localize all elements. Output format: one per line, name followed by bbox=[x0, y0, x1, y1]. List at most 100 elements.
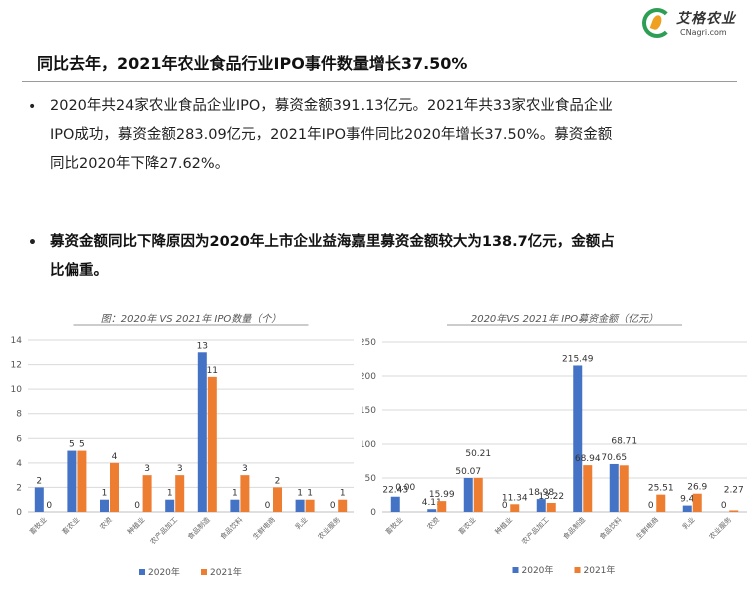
data-label: 13 bbox=[197, 341, 208, 351]
brand-logo: 艾格农业 CNagri.com bbox=[642, 8, 742, 42]
data-label: 1 bbox=[307, 489, 313, 499]
data-label: 0 bbox=[330, 501, 336, 511]
bar-2021 bbox=[510, 504, 520, 512]
x-tick-label: 乳业 bbox=[293, 515, 309, 531]
data-label: 2.27 bbox=[724, 485, 744, 495]
data-label: 1 bbox=[297, 489, 303, 499]
paragraph-1-line-3: 同比2020年下降27.62%。 bbox=[50, 156, 230, 172]
bar-2021 bbox=[273, 487, 282, 512]
x-tick-label: 生鲜电商 bbox=[251, 515, 277, 541]
data-label: 0 bbox=[648, 501, 654, 511]
bar-2020 bbox=[573, 365, 583, 512]
data-label: 68.71 bbox=[611, 436, 637, 446]
data-label: 9.4 bbox=[680, 495, 695, 505]
bar-2020 bbox=[197, 352, 207, 512]
x-tick-label: 食品制造 bbox=[561, 515, 587, 541]
bar-2020 bbox=[390, 496, 400, 512]
paragraph-1-line-2: IPO成功，募资金额283.09亿元，2021年IPO事件同比2020年增长37… bbox=[50, 127, 613, 143]
data-label: 18.98 bbox=[528, 488, 554, 498]
x-tick-label: 农资 bbox=[425, 515, 441, 531]
x-tick-label: 种植业 bbox=[493, 515, 514, 536]
paragraph-2-line-2: 比偏重。 bbox=[50, 263, 108, 279]
x-tick-label: 食品饮料 bbox=[598, 515, 624, 541]
x-tick-label: 畜牧业 bbox=[28, 515, 49, 536]
bar-2020 bbox=[427, 509, 437, 512]
paragraph-2-line-1: 募资金额同比下降原因为2020年上市企业益海嘉里募资金额较大为138.7亿元，金… bbox=[50, 234, 615, 250]
y-tick-label: 4 bbox=[16, 459, 22, 469]
y-tick-label: 0 bbox=[370, 508, 376, 518]
bar-2020 bbox=[295, 499, 305, 512]
data-label: 0.00 bbox=[395, 483, 415, 493]
bar-2020 bbox=[34, 487, 44, 512]
bullet-2: • bbox=[28, 235, 37, 251]
data-label: 70.65 bbox=[601, 453, 627, 463]
y-tick-label: 200 bbox=[362, 372, 376, 382]
x-tick-label: 农业服务 bbox=[707, 515, 733, 541]
y-tick-label: 150 bbox=[362, 406, 376, 416]
logo-icon bbox=[642, 8, 672, 38]
bar-2021 bbox=[692, 493, 702, 512]
bar-2020 bbox=[67, 450, 77, 512]
bar-2020 bbox=[609, 463, 619, 512]
y-tick-label: 6 bbox=[16, 434, 22, 444]
bar-2020 bbox=[100, 499, 109, 512]
ipo-amount-chart: 2020年VS 2021年 IPO募资金额（亿元） 0 50 100 150 200 250… bbox=[362, 313, 747, 576]
data-label: 0 bbox=[46, 501, 52, 511]
data-label: 3 bbox=[144, 464, 150, 474]
legend-swatch-2020 bbox=[512, 567, 519, 573]
bar-2020 bbox=[463, 477, 473, 512]
y-tick-label: 2 bbox=[16, 483, 22, 493]
data-label: 1 bbox=[232, 489, 238, 499]
data-label: 2 bbox=[275, 476, 281, 486]
bar-2020 bbox=[230, 499, 240, 512]
data-label: 0 bbox=[134, 501, 140, 511]
x-tick-label: 乳业 bbox=[680, 515, 696, 531]
bar-2020 bbox=[682, 505, 692, 512]
data-label: 25.51 bbox=[648, 484, 674, 494]
x-tick-label: 农资 bbox=[98, 515, 114, 531]
bar-2021 bbox=[619, 465, 629, 512]
legend-swatch-2021 bbox=[201, 569, 207, 575]
bar-2021 bbox=[338, 499, 348, 512]
data-label: 68.94 bbox=[575, 454, 601, 464]
legend-swatch-2020 bbox=[139, 569, 145, 575]
paragraph-1-line-1: 2020年共24家农业食品企业IPO，募资金额391.13亿元。2021年共33… bbox=[50, 98, 613, 114]
bar-2020 bbox=[536, 499, 546, 512]
x-tick-label: 畜农业 bbox=[60, 515, 81, 536]
data-label: 50.21 bbox=[465, 449, 491, 459]
data-label: 13.22 bbox=[538, 492, 564, 502]
y-tick-label: 14 bbox=[11, 336, 23, 346]
data-label: 50.07 bbox=[455, 467, 481, 477]
bar-2021 bbox=[240, 475, 250, 512]
y-tick-label: 10 bbox=[11, 385, 23, 395]
bar-2021 bbox=[110, 462, 119, 512]
bar-2021 bbox=[437, 501, 447, 512]
bar-2021 bbox=[207, 376, 217, 512]
x-tick-label: 畜牧业 bbox=[383, 515, 404, 536]
bar-2021 bbox=[729, 510, 739, 512]
data-label: 11.34 bbox=[502, 493, 528, 503]
x-tick-label: 食品饮料 bbox=[218, 515, 244, 541]
data-label: 0 bbox=[502, 501, 508, 511]
bar-2021 bbox=[473, 477, 483, 512]
data-label: 11 bbox=[207, 366, 218, 376]
y-tick-label: 0 bbox=[16, 508, 22, 518]
chart-title: 2020年VS 2021年 IPO募资金额（亿元） bbox=[471, 313, 658, 325]
data-label: 4 bbox=[112, 452, 118, 462]
bullet-1: • bbox=[28, 99, 37, 115]
bar-2021 bbox=[142, 475, 152, 512]
data-label: 3 bbox=[242, 464, 248, 474]
x-tick-label: 生鲜电商 bbox=[634, 515, 660, 541]
bar-2021 bbox=[583, 465, 593, 512]
x-tick-label: 畜农业 bbox=[456, 515, 477, 536]
data-label: 5 bbox=[69, 440, 75, 450]
x-tick-label: 农业服务 bbox=[316, 515, 342, 541]
x-tick-label: 食品制造 bbox=[186, 515, 212, 541]
x-tick-label: 种植业 bbox=[125, 515, 146, 536]
bar-2021 bbox=[546, 503, 556, 512]
x-tick-label: 农产品加工 bbox=[520, 515, 551, 546]
legend-swatch-2021 bbox=[574, 567, 581, 573]
page-title: 同比去年，2021年农业食品行业IPO事件数量增长37.50% bbox=[37, 54, 468, 73]
bar-2021 bbox=[656, 494, 666, 512]
bar-2020 bbox=[165, 499, 175, 512]
